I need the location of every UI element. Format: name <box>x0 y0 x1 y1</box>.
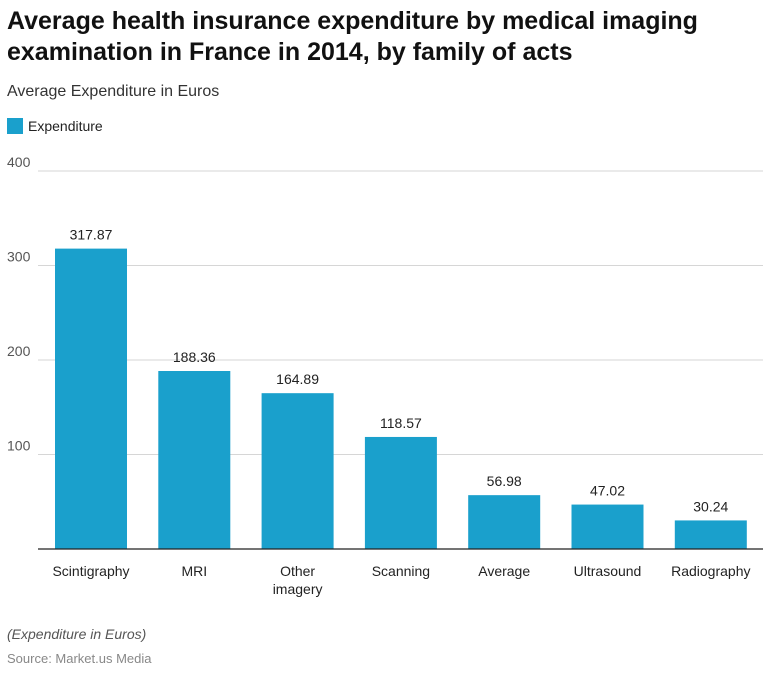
bar <box>468 495 541 549</box>
data-label: 164.89 <box>276 371 319 387</box>
y-tick-label: 400 <box>7 154 31 170</box>
bar <box>261 393 334 549</box>
bar <box>674 520 747 549</box>
chart-subtitle: Average Expenditure in Euros <box>7 83 220 100</box>
x-tick-label: Scanning <box>372 563 430 579</box>
x-tick-label: imagery <box>273 581 323 597</box>
data-label: 56.98 <box>487 473 522 489</box>
data-label: 317.87 <box>70 227 113 243</box>
data-label: 47.02 <box>590 483 625 499</box>
source: Source: Market.us Media <box>7 651 152 666</box>
data-label: 188.36 <box>173 349 216 365</box>
x-tick-label: Scintigraphy <box>52 563 129 579</box>
data-label: 118.57 <box>380 415 422 431</box>
y-tick-label: 100 <box>7 438 31 454</box>
y-tick-label: 200 <box>7 343 31 359</box>
legend: Expenditure <box>7 118 103 134</box>
x-tick-label: Other <box>280 563 315 579</box>
x-tick-label: Average <box>478 563 530 579</box>
footnote: (Expenditure in Euros) <box>7 626 147 642</box>
y-tick-label: 300 <box>7 249 31 265</box>
bar <box>55 248 127 549</box>
x-tick-label: Ultrasound <box>574 563 642 579</box>
bar <box>158 370 231 549</box>
chart-title: Average health insurance expenditure by … <box>7 7 698 66</box>
bar <box>571 504 644 549</box>
legend-swatch <box>7 118 23 134</box>
x-tick-label: Radiography <box>671 563 750 579</box>
data-label: 30.24 <box>693 498 728 514</box>
x-tick-label: MRI <box>181 563 207 579</box>
legend-label: Expenditure <box>28 118 103 134</box>
bar <box>364 436 437 549</box>
